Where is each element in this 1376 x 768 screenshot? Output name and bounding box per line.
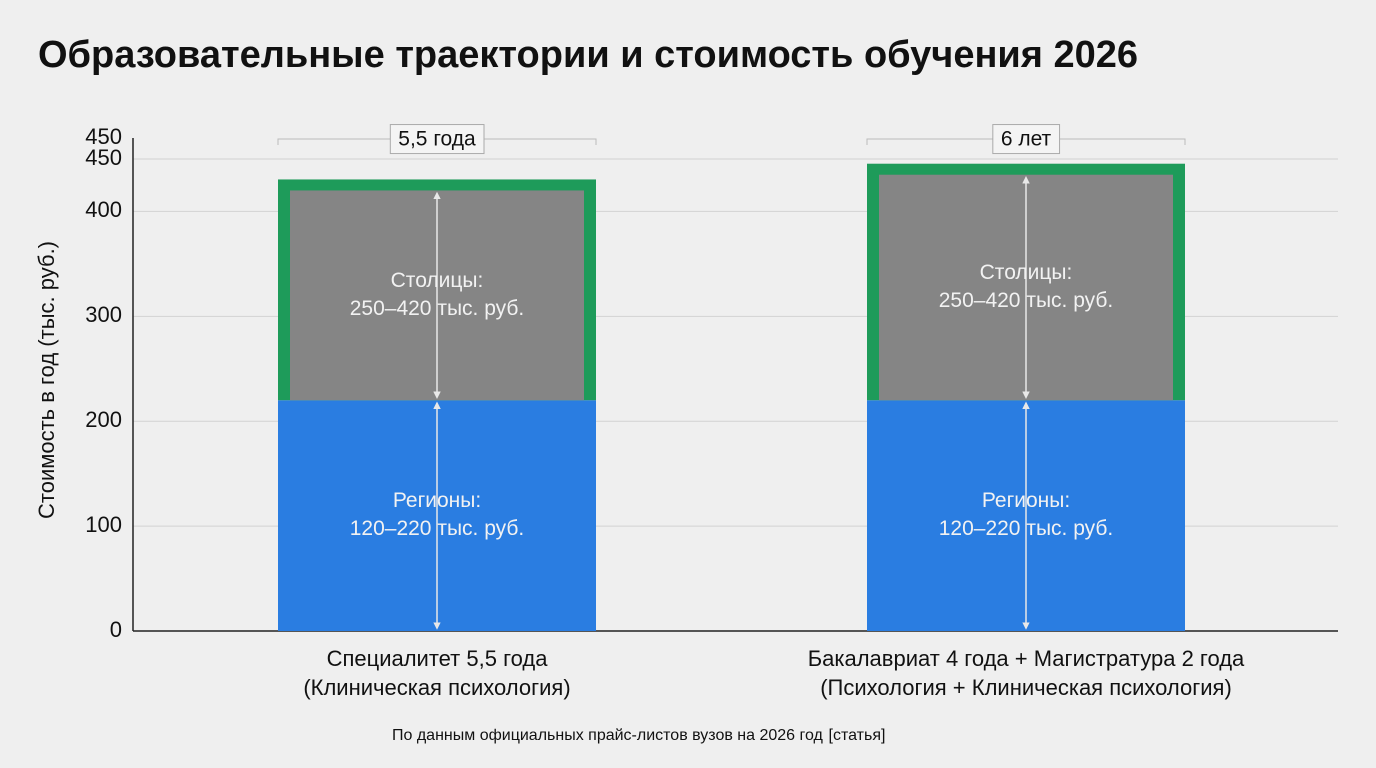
duration-label: 5,5 года (398, 128, 476, 151)
y-tick-label: 300 (85, 302, 122, 327)
duration-label: 6 лет (1001, 128, 1052, 151)
x-tick-detail: (Клиническая психология) (303, 675, 570, 700)
y-tick-label: 100 (85, 512, 122, 537)
x-tick-label: Бакалавриат 4 года + Магистратура 2 года (808, 646, 1245, 671)
segment-label: 250–420 тыс. руб. (350, 297, 525, 320)
segment-label: 120–220 тыс. руб. (939, 517, 1114, 540)
y-tick-label: 200 (85, 407, 122, 432)
segment-title: Регионы: (393, 489, 481, 512)
segment-title: Столицы: (980, 261, 1073, 284)
segment-label: 250–420 тыс. руб. (939, 289, 1114, 312)
y-axis-title: Стоимость в год (тыс. руб.) (34, 241, 59, 519)
duration-box (992, 124, 1061, 155)
y-tick-label: 0 (110, 617, 122, 642)
x-tick-detail: (Психология + Клиническая психология) (820, 675, 1232, 700)
segment-title: Столицы: (391, 269, 484, 292)
source-link[interactable]: [статья] (829, 727, 886, 744)
duration-box (389, 124, 485, 155)
segment-label: 120–220 тыс. руб. (350, 517, 525, 540)
x-tick-label: Специалитет 5,5 года (327, 646, 549, 671)
y-tick-label: 400 (85, 197, 122, 222)
chart-title: Образовательные траектории и стоимость о… (38, 34, 1138, 76)
source: По данным официальных прайс-листов вузов… (392, 727, 885, 744)
y-axis-top-label: 450 (85, 124, 122, 149)
source-text: По данным официальных прайс-листов вузов… (392, 727, 824, 744)
y-tick-label: 450 (85, 145, 122, 170)
segment-title: Регионы: (982, 489, 1070, 512)
